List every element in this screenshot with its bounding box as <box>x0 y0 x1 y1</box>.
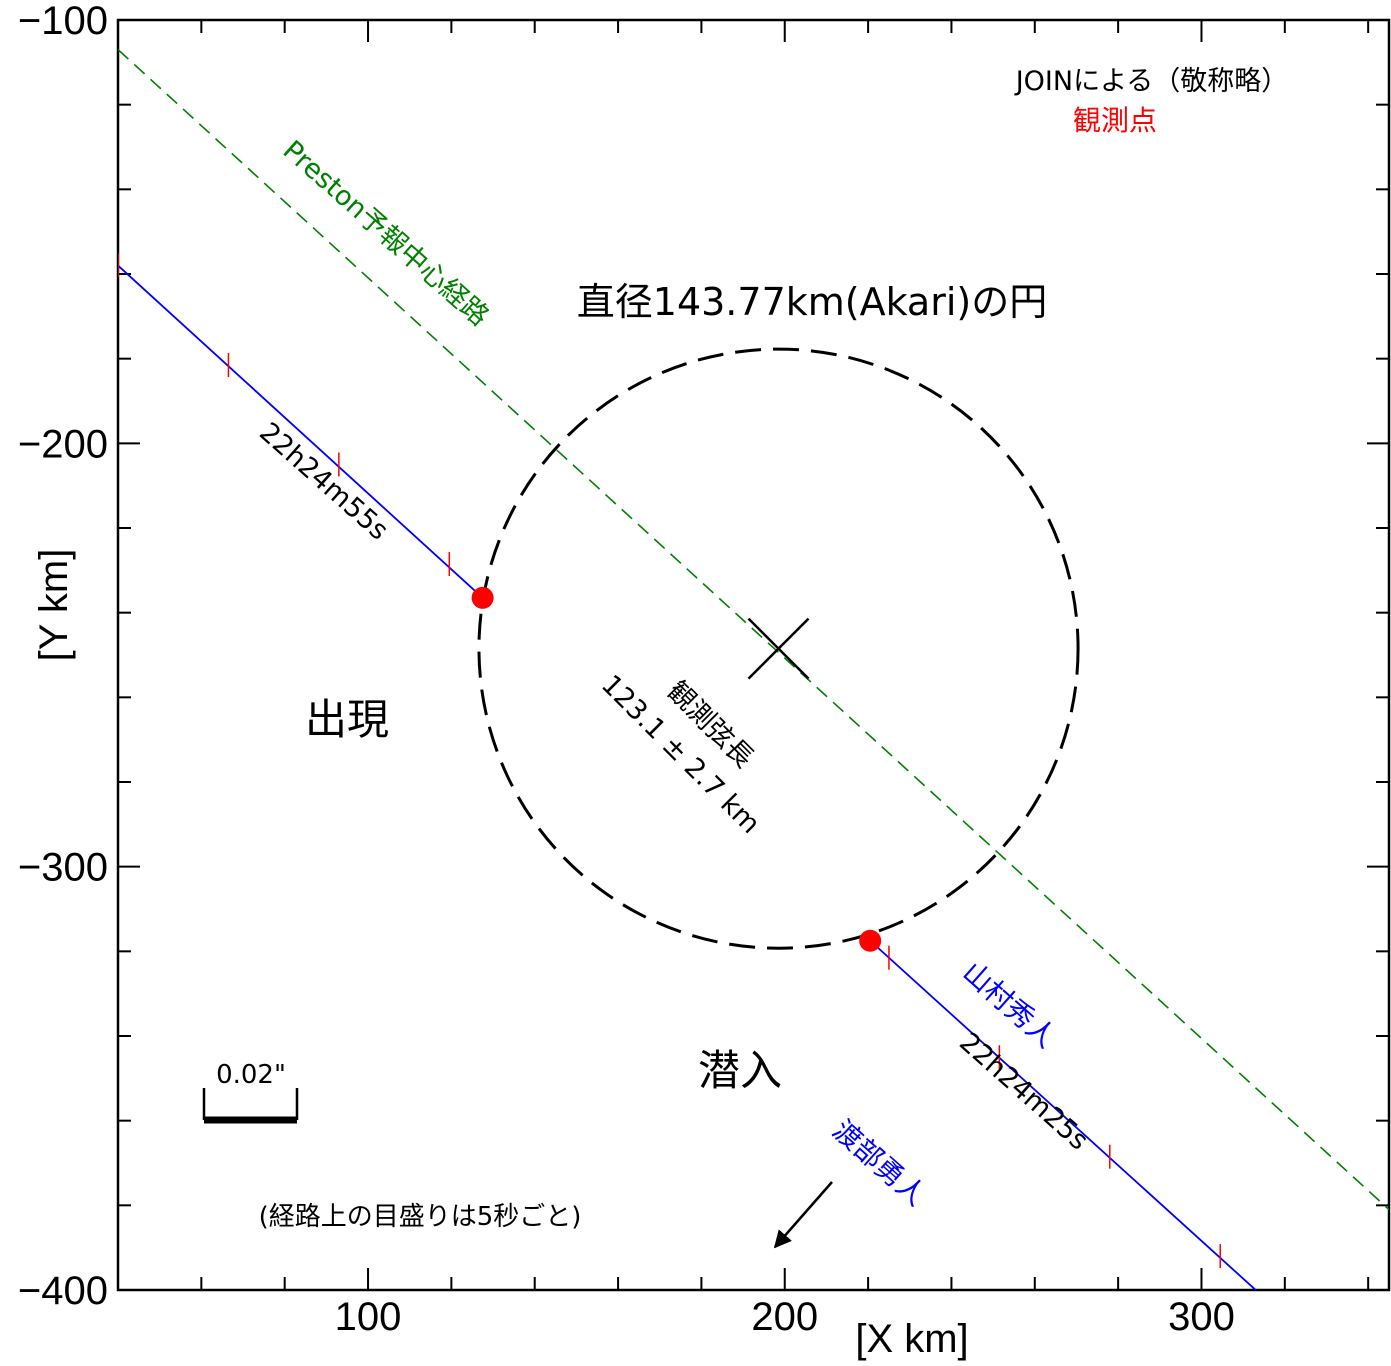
x-tick-label: 100 <box>335 1295 402 1339</box>
x-tick-label: 300 <box>1168 1295 1235 1339</box>
observer-name-2: 渡部勇人 <box>826 1113 932 1212</box>
chord-time-label-2: 22h24m25s <box>953 1027 1094 1157</box>
chord-line-2 <box>869 940 1258 1290</box>
chord-length-label: 観測弦長 123.1 ± 2.7 km <box>595 669 766 840</box>
circle-title: 直径143.77km(Akari)の円 <box>577 280 1047 324</box>
prediction-line <box>118 49 1389 1211</box>
disappearance-label: 潜入 <box>698 1046 782 1095</box>
join-credit: JOINによる（敬称略） <box>1014 66 1289 97</box>
tick-interval-note: (経路上の目盛りは5秒ごと) <box>259 1202 582 1232</box>
axis-ticks: 100 200 300 −100 −200 −300 −400 <box>18 0 1389 1339</box>
plot-frame <box>116 18 1391 1292</box>
prediction-path-label: Preston予報中心経路 <box>277 135 495 333</box>
data-layer <box>118 49 1389 1290</box>
center-cross-b <box>747 617 810 680</box>
observation-point-1 <box>471 586 494 609</box>
x-axis-title: [X km] <box>855 1317 968 1361</box>
y-tick-label: −100 <box>18 0 108 43</box>
fitted-circle <box>477 347 1080 950</box>
observer-arrow <box>773 1181 833 1249</box>
chord-line-1 <box>118 264 484 599</box>
y-tick-label: −400 <box>18 1269 108 1313</box>
overlay-layer <box>471 586 882 952</box>
scale-bar: 0.02" <box>202 1060 299 1124</box>
y-tick-label: −200 <box>18 422 108 466</box>
reappearance-label: 出現 <box>305 695 389 744</box>
observation-point-2 <box>859 929 882 952</box>
x-tick-label: 200 <box>751 1295 818 1339</box>
scale-bar-label: 0.02" <box>216 1060 286 1090</box>
observation-point-legend: 観測点 <box>1073 104 1157 137</box>
chord-time-label-1: 22h24m55s <box>253 417 394 547</box>
y-tick-label: −300 <box>18 846 108 890</box>
y-axis-title: [Y km] <box>32 549 76 662</box>
